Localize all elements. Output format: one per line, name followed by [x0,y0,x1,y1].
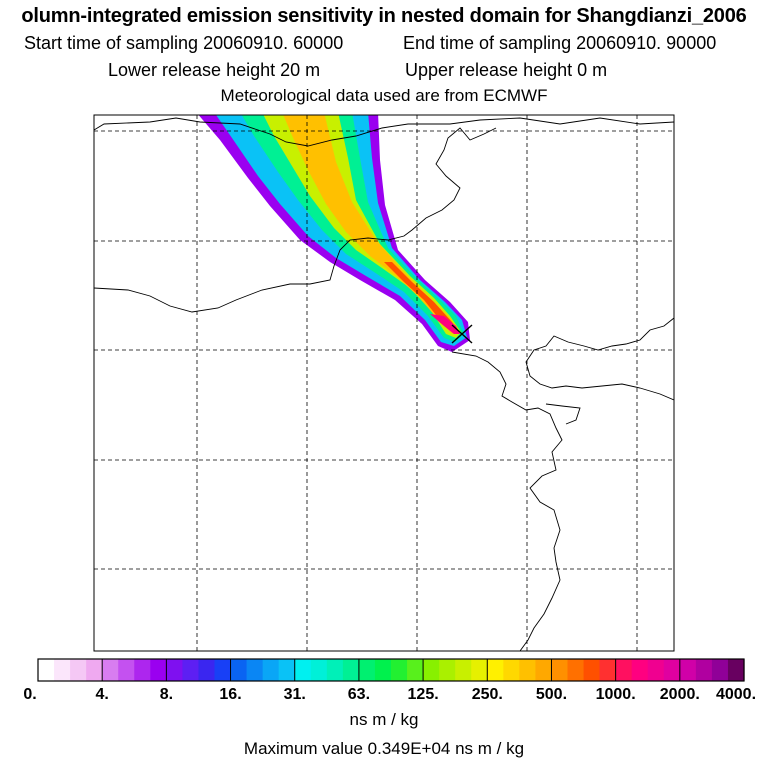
colorbar-frame [37,658,745,682]
colorbar-cell [326,659,344,681]
colorbar-tick-label: 0. [23,686,36,703]
colorbar-cell [663,659,681,681]
plume-core [283,115,459,334]
colorbar-cell [487,659,504,681]
colorbar-cell [583,659,601,681]
colorbar-cell [118,659,135,681]
colorbar-tick-label: 8. [160,686,173,703]
colorbar-cell [471,659,488,681]
colorbar-cell [38,659,55,681]
colorbar-cell [519,659,537,681]
colorbar-tick-label: 31. [284,686,306,703]
colorbar-cell [711,659,729,681]
lat-lon-grid [94,115,674,651]
met-data-label: Meteorological data used are from ECMWF [220,86,548,105]
colorbar-cell [86,659,103,681]
colorbar-cell [439,659,456,681]
colorbar-cell [198,659,216,681]
colorbar-cell [423,659,440,681]
colorbar-tick-label: 1000. [596,686,636,703]
colorbar-cell [102,659,119,681]
colorbar-tick-label: 4. [96,686,109,703]
coastlines [94,117,674,651]
colorbar-cell [310,659,328,681]
colorbar-cell [262,659,280,681]
colorbar-tick-label: 125. [408,686,439,703]
lower-release-label: Lower release height 20 m [108,60,321,80]
colorbar-cell [166,659,184,681]
colorbar-tick-label: 16. [219,686,241,703]
colorbar-cell [567,659,585,681]
colorbar-cells [38,659,745,681]
colorbar-cell [535,659,553,681]
colorbar-cell [70,659,87,681]
upper-release-label: Upper release height 0 m [405,60,608,80]
colorbar-tick-label: 250. [472,686,503,703]
colorbar-tick-label: 500. [536,686,567,703]
colorbar-cell [727,659,745,681]
colorbar-cell [230,659,248,681]
colorbar-cell [150,659,167,681]
colorbar-cell [455,659,472,681]
colorbar-cell [294,659,312,681]
plume-peak [430,314,460,334]
colorbar-dividers [101,659,681,681]
colorbar-cell [599,659,617,681]
colorbar-tick-labels: 0. 4. 8. 16. 31. 63. 125. 250. 500. 1000. 2000. 400… [23,686,756,703]
colorbar-cell [391,659,408,681]
colorbar-tick-label: 4000. [716,686,756,703]
map-frame [93,114,675,652]
end-time-label: End time of sampling 20060910. 90000 [403,33,717,53]
colorbar-cell [631,659,649,681]
colorbar-units: ns m / kg [349,710,419,729]
colorbar-cell [54,659,71,681]
colorbar-cell [679,659,697,681]
colorbar-cell [246,659,264,681]
colorbar-cell [647,659,665,681]
colorbar-cell [407,659,424,681]
colorbar-cell [358,659,376,681]
colorbar-tick-label: 2000. [660,686,700,703]
colorbar-tick-label: 63. [348,686,370,703]
map-title: olumn-integrated emission sensitivity in… [21,5,747,27]
plume-layer [198,115,470,352]
plume-hot [384,262,458,332]
start-time-label: Start time of sampling 20060910. 60000 [24,33,344,53]
colorbar-cell [374,659,392,681]
colorbar-cell [278,659,296,681]
colorbar-cell [551,659,569,681]
colorbar-cell [182,659,200,681]
x-mark-icon [451,324,473,344]
colorbar-cell [214,659,232,681]
colorbar-cell [695,659,713,681]
maximum-value-label: Maximum value 0.349E+04 ns m / kg [243,739,525,758]
colorbar-cell [134,659,151,681]
colorbar-cell [503,659,520,681]
colorbar-cell [342,659,360,681]
colorbar-cell [615,659,633,681]
